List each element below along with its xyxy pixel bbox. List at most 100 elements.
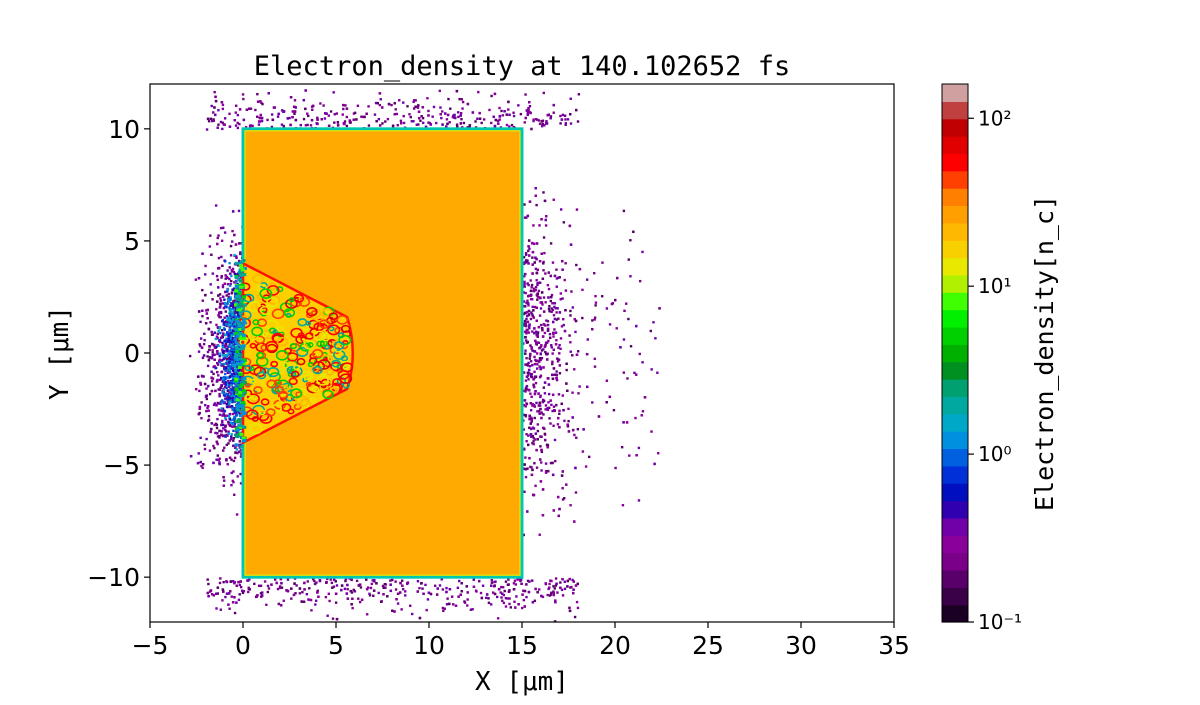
electron-point (371, 579, 374, 582)
electron-point (218, 358, 221, 361)
electron-point (581, 316, 584, 320)
electron-point (223, 117, 227, 120)
electron-point (458, 97, 461, 101)
colorbar-segment (942, 205, 968, 224)
electron-point (534, 587, 537, 591)
electron-point (439, 106, 442, 109)
colorbar-segment (942, 517, 968, 536)
electron-point (234, 124, 238, 127)
electron-point (560, 325, 564, 328)
electron-point (572, 580, 575, 583)
electron-point (358, 583, 362, 586)
ablation-front-point (239, 270, 244, 274)
electron-point (536, 331, 540, 334)
electron-point (549, 115, 553, 118)
electron-point (341, 113, 344, 116)
electron-point (249, 107, 253, 110)
electron-point (306, 580, 309, 583)
electron-point (222, 349, 225, 353)
electron-point (585, 352, 589, 356)
electron-point (213, 331, 216, 334)
electron-point (239, 278, 242, 281)
electron-point (349, 589, 352, 593)
electron-point (526, 371, 530, 374)
electron-point (232, 344, 236, 347)
electron-point (229, 304, 232, 307)
electron-point (323, 117, 327, 120)
electron-point (227, 363, 230, 367)
electron-point (325, 581, 328, 584)
electron-point (233, 313, 236, 317)
channel-density-feature (259, 288, 273, 299)
electron-point (282, 124, 285, 128)
electron-point (211, 351, 214, 354)
electron-point (537, 119, 541, 122)
electron-point (524, 93, 527, 96)
electron-point (460, 117, 463, 121)
electron-point (561, 498, 565, 501)
electron-point (555, 285, 558, 288)
electron-point (257, 584, 261, 587)
electron-point (222, 344, 226, 347)
electron-point (498, 114, 502, 118)
electron-point (230, 395, 233, 398)
electron-point (530, 311, 533, 314)
electron-point (217, 344, 220, 348)
electron-point (213, 353, 216, 356)
electron-point (274, 578, 277, 581)
electron-point (512, 126, 516, 129)
electron-point (227, 442, 230, 445)
electron-point (541, 303, 544, 306)
electron-point (206, 355, 209, 358)
electron-point (230, 350, 233, 353)
electron-point (402, 101, 405, 104)
ablation-front-point (235, 319, 240, 323)
electron-point (293, 99, 297, 102)
electron-point (490, 581, 494, 584)
electron-point (207, 582, 210, 586)
electron-point (216, 126, 219, 129)
electron-point (553, 438, 557, 442)
electron-point (244, 125, 248, 129)
electron-point (217, 329, 220, 333)
channel-density-feature (266, 297, 279, 308)
channel-density-feature (249, 423, 263, 435)
electron-point (552, 103, 555, 107)
electron-point (497, 122, 500, 125)
electron-point (523, 399, 527, 402)
electron-point (575, 208, 579, 211)
electron-point (399, 121, 403, 125)
electron-point (340, 588, 343, 592)
electron-point (213, 90, 216, 94)
electron-point (365, 112, 368, 115)
electron-point (554, 459, 557, 463)
electron-point (593, 316, 597, 319)
electron-point (228, 405, 232, 409)
electron-point (546, 446, 549, 449)
electron-point (216, 442, 219, 446)
electron-point (527, 368, 531, 372)
electron-point (213, 446, 216, 450)
electron-point (201, 309, 204, 312)
electron-point (230, 320, 234, 324)
ablation-front-point (241, 389, 246, 393)
electron-point (504, 580, 508, 583)
electron-point (497, 588, 501, 591)
channel-density-feature (309, 397, 317, 403)
electron-point (239, 472, 242, 476)
electron-point (391, 609, 394, 612)
channel-density-feature (311, 348, 324, 359)
electron-point (276, 115, 280, 118)
ablation-front-point (242, 266, 247, 270)
electron-point (221, 302, 225, 305)
colorbar-tick-label: 10⁰ (978, 442, 1011, 466)
channel-density-feature (296, 357, 306, 366)
ablation-front-point (241, 295, 246, 299)
electron-point (369, 586, 373, 590)
electron-point (546, 407, 549, 410)
electron-point (539, 458, 542, 461)
electron-point (472, 578, 476, 581)
electron-point (271, 118, 275, 121)
electron-point (498, 118, 501, 121)
colorbar-segment (942, 257, 968, 276)
